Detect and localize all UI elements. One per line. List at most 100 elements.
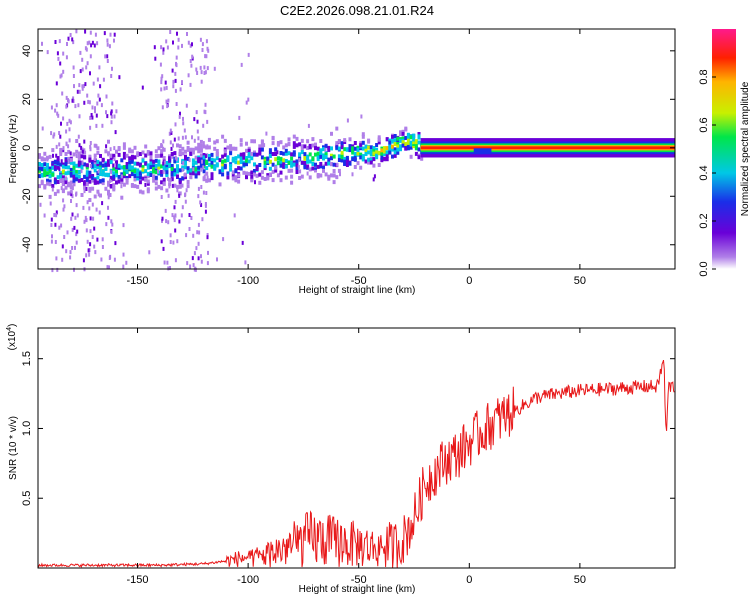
spectrogram-cell: [274, 165, 278, 170]
spectrogram-cell: [160, 149, 164, 154]
spectrogram-cell: [144, 153, 148, 158]
spectrogram-noise: [172, 240, 175, 245]
spectrogram-cell: [154, 181, 158, 186]
spectrogram-cell: [303, 144, 307, 149]
spectrogram-cell: [149, 157, 153, 162]
spectrogram-cell: [128, 174, 132, 179]
spectrogram-noise: [101, 201, 104, 206]
spectrogram-x-axis-label: Height of straight line (km): [299, 285, 416, 296]
spectrogram-cell: [306, 156, 310, 161]
spectrogram-noise: [69, 255, 72, 260]
spectrogram-cell: [91, 175, 95, 180]
spectrogram-noise: [238, 115, 241, 120]
spectrogram-cell: [258, 144, 262, 149]
spectrogram-cell: [298, 152, 302, 157]
spectrogram-cell: [67, 183, 71, 188]
spectrogram-cell: [213, 140, 217, 145]
spectrogram-noise: [52, 134, 55, 139]
spectrogram-noise: [201, 42, 204, 47]
y-tick-label: 1.0: [21, 421, 33, 436]
spectrogram-cell: [404, 146, 408, 151]
spectrogram-noise: [162, 139, 165, 144]
spectrogram-cell: [128, 162, 132, 167]
spectrogram-cell: [377, 140, 381, 145]
spectrogram-cell: [99, 193, 102, 198]
spectrogram-noise: [74, 215, 77, 220]
spectrogram-cell: [178, 144, 182, 149]
spectrogram-cell: [276, 173, 280, 178]
spectrogram-cell: [109, 184, 113, 188]
spectrogram-cell: [245, 175, 248, 180]
spectrogram-noise: [43, 213, 46, 218]
spectrogram-noise: [101, 237, 104, 242]
spectrogram-noise: [51, 268, 54, 273]
spectrogram-noise: [182, 160, 185, 165]
spectrogram-noise: [93, 244, 96, 249]
spectrogram-cell: [184, 172, 187, 177]
x-tick-label: 50: [574, 574, 586, 586]
spectrogram-cell: [268, 154, 272, 158]
spectrogram-cell: [340, 150, 344, 155]
spectrogram-noise: [88, 206, 91, 211]
spectrogram-noise: [75, 232, 78, 237]
spectrogram-cell: [385, 157, 389, 162]
y-tick-label: 40: [21, 45, 33, 57]
spectrogram-noise: [205, 39, 208, 44]
spectrogram-cell: [258, 150, 262, 155]
spectrogram-cell: [234, 175, 238, 180]
spectrogram-noise: [112, 163, 115, 168]
spectrogram-cell: [319, 151, 323, 156]
spectrogram-noise: [85, 253, 88, 258]
spectrogram-cell: [414, 142, 418, 147]
spectrogram-cell: [250, 178, 254, 183]
spectrogram-noise: [199, 200, 202, 205]
spectrogram-cell: [409, 145, 413, 150]
spectrogram-cell: [91, 186, 95, 191]
spectrogram-noise: [84, 215, 87, 220]
spectrogram-noise: [196, 129, 199, 134]
spectrogram-cell: [279, 151, 283, 155]
spectrogram-dip: [473, 148, 492, 155]
spectrogram-noise: [205, 54, 208, 59]
spectrogram-cell: [136, 161, 140, 166]
spectrogram-cell: [99, 179, 102, 184]
spectrogram-cell: [197, 165, 201, 170]
spectrogram-cell: [380, 148, 384, 153]
spectrogram-noise: [190, 174, 193, 179]
spectrogram-cell: [369, 149, 373, 154]
spectrogram-cell: [324, 172, 328, 177]
spectrogram-noise: [58, 131, 61, 135]
spectrogram-cell: [245, 141, 248, 146]
spectrogram-cell: [115, 162, 118, 167]
spectrogram-cell: [282, 145, 286, 150]
spectrogram-cell: [215, 163, 219, 168]
spectrogram-cell: [117, 163, 121, 168]
spectrogram-noise: [62, 69, 65, 74]
spectrogram-noise: [104, 54, 107, 59]
spectrogram-cell: [149, 161, 153, 166]
snr-frame: [37, 327, 676, 569]
spectrogram-cell: [186, 147, 190, 152]
spectrogram-cell: [157, 165, 161, 170]
spectrogram-noise: [188, 227, 191, 231]
spectrogram-cell: [173, 183, 177, 188]
spectrogram-noise: [181, 205, 184, 210]
spectrogram-noise: [107, 152, 110, 157]
spectrogram-noise: [50, 239, 53, 244]
spectrogram-noise: [185, 188, 188, 193]
spectrogram-cell: [393, 138, 397, 143]
spectrogram-cell: [279, 160, 283, 165]
spectrogram-cell: [324, 152, 328, 157]
spectrogram-cell: [125, 162, 129, 166]
spectrogram-cell: [120, 177, 124, 182]
spectrogram-cell: [59, 179, 63, 183]
spectrogram-noise: [95, 113, 98, 118]
spectrogram-cell: [152, 174, 156, 179]
spectrogram-cell: [396, 140, 400, 145]
spectrogram-cell: [337, 146, 341, 151]
spectrogram-cell: [245, 156, 248, 160]
spectrogram-noise: [67, 98, 69, 103]
spectrogram-cell: [80, 178, 84, 182]
spectrogram-cell: [181, 176, 185, 181]
spectrogram-cell: [327, 147, 331, 152]
